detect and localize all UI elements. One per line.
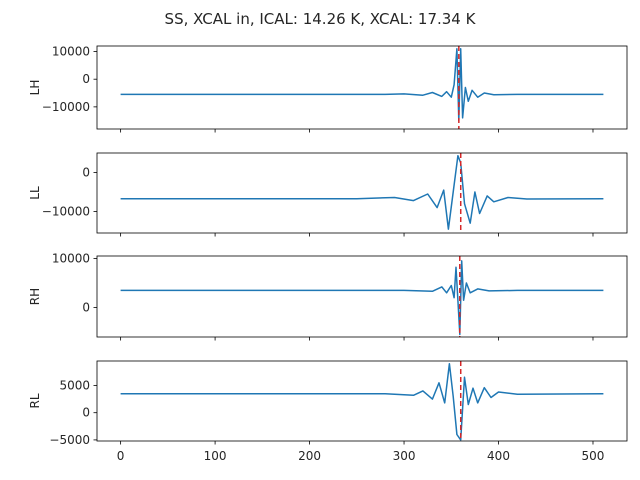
y-tick-label: −5000: [49, 433, 90, 447]
series-line: [120, 362, 604, 441]
y-tick-label: 0: [82, 406, 90, 420]
axes-frame: [96, 152, 628, 234]
y-tick-label: 0: [82, 301, 90, 315]
subplot-rh: 10000 0 RH: [28, 251, 628, 341]
y-axis-label: LL: [28, 186, 42, 200]
series-line: [120, 48, 604, 122]
y-tick-label: 10000: [52, 251, 90, 265]
x-tick-label: 0: [117, 449, 125, 463]
y-axis-label: RL: [28, 393, 42, 408]
y-tick-label: 0: [82, 166, 90, 180]
y-tick-label: 0: [82, 72, 90, 86]
series-line: [120, 154, 604, 230]
y-axis-label: LH: [28, 80, 42, 96]
y-tick-label: 10000: [52, 45, 90, 59]
x-tick-label: 400: [487, 449, 510, 463]
y-tick-label: 5000: [59, 378, 90, 392]
subplots: 100000−10000LH0−10000LL100000RH50000−500…: [28, 45, 628, 463]
axes-frame: [96, 360, 628, 442]
y-tick-label: −10000: [42, 100, 90, 114]
axes-frame: [96, 45, 628, 130]
x-tick-label: 300: [393, 449, 416, 463]
axes-frame: [96, 255, 628, 338]
x-tick-label: 200: [298, 449, 321, 463]
subplot-rl: 5000 0 −5000 0 100 200 300 400 500 RL: [28, 360, 628, 463]
series-line: [120, 260, 604, 336]
x-tick-label: 500: [582, 449, 605, 463]
y-axis-label: RH: [28, 288, 42, 305]
y-tick-label: −10000: [42, 205, 90, 219]
chart-title: SS, XCAL in, ICAL: 14.26 K, XCAL: 17.34 …: [165, 10, 477, 28]
x-tick-label: 100: [204, 449, 227, 463]
